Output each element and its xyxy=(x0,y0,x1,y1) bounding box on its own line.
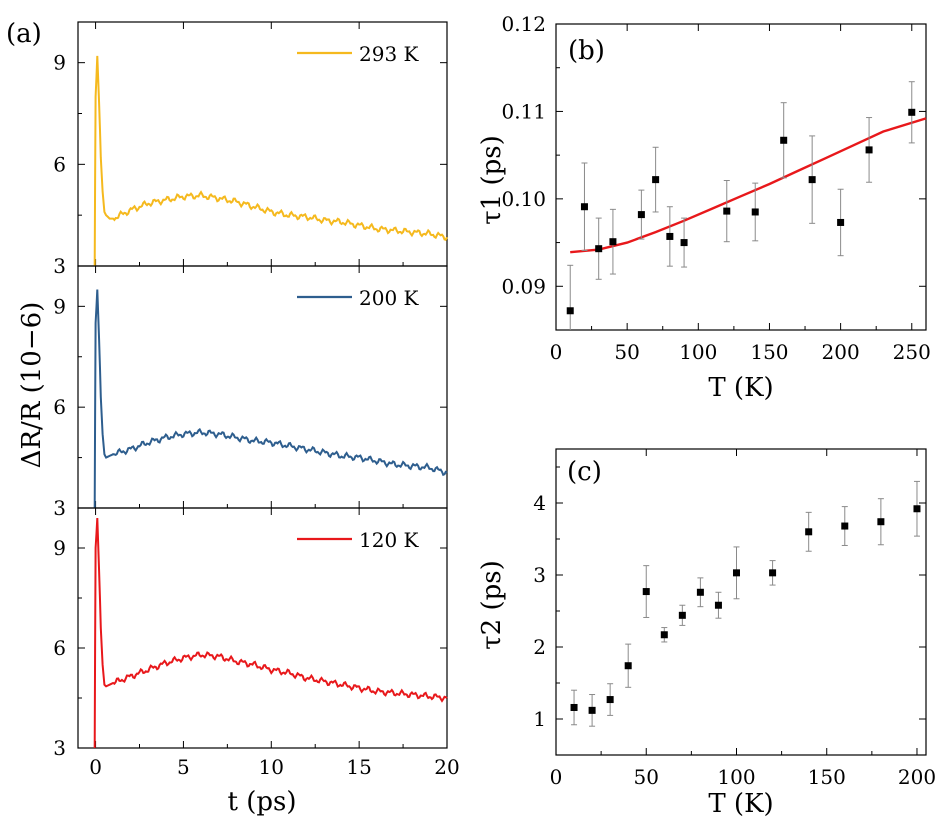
y-tick-label: 6 xyxy=(53,152,66,176)
data-point xyxy=(606,696,614,704)
y-tick-label: 0.09 xyxy=(501,274,546,298)
y-axis-label: τ1 (ps) xyxy=(477,135,507,224)
y-tick-label: 2 xyxy=(533,635,546,659)
data-point xyxy=(566,307,574,315)
x-tick-label: 100 xyxy=(717,765,755,789)
panel-label-bg xyxy=(565,33,617,67)
data-point xyxy=(624,662,632,670)
data-point xyxy=(595,245,603,253)
data-point xyxy=(680,239,688,247)
y-tick-label: 9 xyxy=(53,536,66,560)
y-tick-label: 3 xyxy=(53,254,66,278)
x-tick-label: 10 xyxy=(259,755,284,779)
data-point xyxy=(652,176,660,184)
data-point xyxy=(714,601,722,609)
data-point xyxy=(808,176,816,184)
data-point xyxy=(570,703,578,711)
series-line-120K xyxy=(93,517,448,749)
x-tick-label: 50 xyxy=(634,765,659,789)
legend-label: 120 K xyxy=(359,528,420,552)
y-tick-label: 4 xyxy=(533,491,546,515)
panel-c: (c) 1 2 3 4 0 50 100 150 200 T (K) τ2 (ps) xyxy=(477,448,936,819)
x-axis-label: T (K) xyxy=(708,789,773,819)
x-tick-label: 150 xyxy=(750,340,788,364)
x-tick-label: 15 xyxy=(346,755,371,779)
data-point xyxy=(580,203,588,211)
axes-frame xyxy=(77,507,448,749)
y-tick-label: 6 xyxy=(53,636,66,660)
y-tick-label: 3 xyxy=(533,563,546,587)
data-point xyxy=(805,528,813,536)
data-point xyxy=(877,518,885,526)
panel-b: (b) 0.09 0.10 0.11 0.12 0 50 100 150 200 250 T (K) τ… xyxy=(477,12,931,403)
y-axis-label: ΔR/R (10−6) xyxy=(17,302,47,469)
data-point xyxy=(732,569,740,577)
legend-label: 200 K xyxy=(359,286,420,310)
x-tick-label: 200 xyxy=(822,340,860,364)
y-tick-label: 0.10 xyxy=(501,187,546,211)
data-point xyxy=(609,238,617,246)
x-axis-label: T (K) xyxy=(708,373,773,403)
y-tick-label: 1 xyxy=(533,707,546,731)
y-tick-label: 9 xyxy=(53,294,66,318)
legend-label: 293 K xyxy=(359,42,420,66)
data-point xyxy=(588,706,596,714)
data-point xyxy=(837,218,845,226)
data-point xyxy=(678,611,686,619)
x-tick-label: 200 xyxy=(898,765,936,789)
subplot-3: 3 6 9 120 K xyxy=(53,507,448,760)
y-tick-label: 6 xyxy=(53,395,66,419)
data-point xyxy=(865,146,873,154)
x-tick-label: 250 xyxy=(893,340,931,364)
data-point xyxy=(723,207,731,215)
x-tick-label: 0 xyxy=(550,765,563,789)
y-tick-label: 3 xyxy=(53,496,66,520)
data-point xyxy=(841,522,849,530)
data-point xyxy=(913,505,921,513)
data-point xyxy=(637,211,645,219)
data-point xyxy=(666,232,674,240)
axes-frame xyxy=(555,448,927,756)
panel-label-a: (a) xyxy=(6,19,42,49)
y-axis-label: τ2 (ps) xyxy=(477,560,507,649)
data-point xyxy=(769,569,777,577)
panel-a: (a) 3 6 9 293 K 3 6 9 200 K 3 6 9 120 K 0 5 10 15 20 t (ps… xyxy=(6,19,460,817)
data-point xyxy=(751,208,759,216)
data-point xyxy=(660,631,668,639)
panel-label-c: (c) xyxy=(567,457,602,487)
data-point xyxy=(696,588,704,596)
x-tick-label: 20 xyxy=(434,755,459,779)
fit-curve xyxy=(570,117,927,254)
x-tick-label: 150 xyxy=(808,765,846,789)
series-line-200K xyxy=(93,289,448,509)
y-tick-label: 0.11 xyxy=(501,99,546,123)
data-point xyxy=(780,136,788,144)
x-axis-label: t (ps) xyxy=(228,787,297,817)
x-tick-label: 0 xyxy=(89,755,102,779)
series-line-293K xyxy=(93,55,448,267)
x-tick-label: 100 xyxy=(679,340,717,364)
subplot-1: 3 6 9 293 K xyxy=(53,21,448,278)
x-tick-label: 50 xyxy=(614,340,639,364)
panel-label-b: (b) xyxy=(568,36,605,66)
y-tick-label: 9 xyxy=(53,51,66,75)
y-tick-label: 0.12 xyxy=(501,12,546,36)
y-tick-label: 3 xyxy=(53,736,66,760)
data-point xyxy=(908,108,916,116)
x-tick-label: 5 xyxy=(177,755,190,779)
axes-frame xyxy=(555,23,927,331)
x-tick-label: 0 xyxy=(550,340,563,364)
data-point xyxy=(642,588,650,596)
subplot-2: 3 6 9 200 K xyxy=(53,265,448,520)
